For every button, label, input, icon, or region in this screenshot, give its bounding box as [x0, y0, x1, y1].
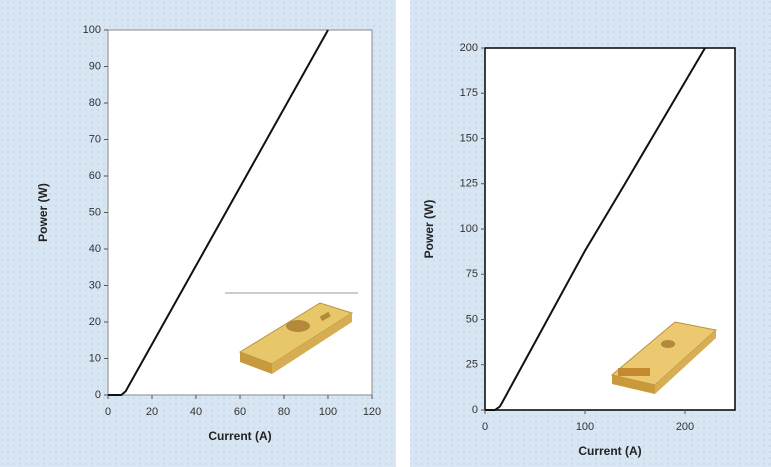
- y-tick-label: 125: [460, 178, 478, 190]
- y-tick-label: 10: [89, 352, 101, 364]
- y-tick-label: 80: [89, 97, 101, 109]
- y-tick-label: 90: [89, 60, 101, 72]
- x-tick-label: 0: [482, 421, 488, 433]
- y-tick-label: 50: [466, 313, 478, 325]
- x-tick-label: 200: [676, 421, 694, 433]
- y-axis-title: Power (W): [36, 183, 50, 242]
- y-tick-label: 150: [460, 132, 478, 144]
- x-axis-title: Current (A): [578, 444, 641, 458]
- x-tick-label: 120: [363, 406, 381, 418]
- y-tick-label: 75: [466, 268, 478, 280]
- x-tick-label: 40: [190, 406, 202, 418]
- data-line: [485, 47, 706, 411]
- x-tick-label: 20: [146, 406, 158, 418]
- y-tick-label: 0: [472, 404, 478, 416]
- y-tick-label: 50: [89, 206, 101, 218]
- x-tick-label: 100: [319, 406, 337, 418]
- plot-area: [107, 29, 373, 396]
- y-tick-label: 200: [460, 42, 478, 54]
- y-tick-label: 40: [89, 243, 101, 255]
- y-tick-label: 100: [460, 223, 478, 235]
- y-tick-label: 175: [460, 87, 478, 99]
- y-tick-label: 20: [89, 316, 101, 328]
- x-tick-label: 100: [576, 421, 594, 433]
- y-tick-label: 60: [89, 170, 101, 182]
- x-tick-label: 60: [234, 406, 246, 418]
- y-tick-label: 25: [466, 359, 478, 371]
- device-image: [238, 302, 354, 374]
- y-axis-title: Power (W): [422, 200, 436, 259]
- y-tick-label: 30: [89, 279, 101, 291]
- x-tick-label: 80: [278, 406, 290, 418]
- x-axis-title: Current (A): [208, 429, 271, 443]
- y-tick-label: 70: [89, 133, 101, 145]
- device-image: [610, 321, 718, 394]
- y-tick-label: 100: [83, 24, 101, 36]
- x-tick-label: 0: [105, 406, 111, 418]
- plot-area: [484, 47, 736, 411]
- data-line: [108, 29, 329, 396]
- y-tick-label: 0: [95, 389, 101, 401]
